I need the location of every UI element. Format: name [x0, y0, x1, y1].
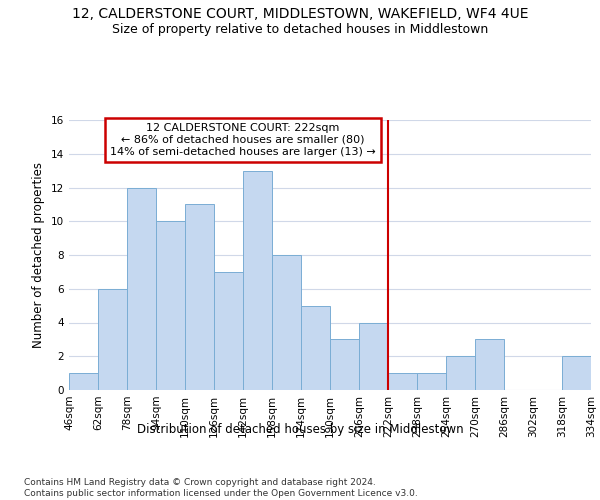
Text: Size of property relative to detached houses in Middlestown: Size of property relative to detached ho… — [112, 24, 488, 36]
Text: 12 CALDERSTONE COURT: 222sqm
← 86% of detached houses are smaller (80)
14% of se: 12 CALDERSTONE COURT: 222sqm ← 86% of de… — [110, 124, 376, 156]
Bar — [388, 373, 417, 390]
Bar — [156, 221, 185, 390]
Bar — [330, 340, 359, 390]
Text: Distribution of detached houses by size in Middlestown: Distribution of detached houses by size … — [137, 422, 463, 436]
Bar — [272, 255, 301, 390]
Bar — [243, 170, 272, 390]
Bar — [98, 289, 127, 390]
Bar — [359, 322, 388, 390]
Text: 12, CALDERSTONE COURT, MIDDLESTOWN, WAKEFIELD, WF4 4UE: 12, CALDERSTONE COURT, MIDDLESTOWN, WAKE… — [72, 8, 528, 22]
Y-axis label: Number of detached properties: Number of detached properties — [32, 162, 46, 348]
Bar — [417, 373, 446, 390]
Bar — [562, 356, 591, 390]
Bar — [214, 272, 243, 390]
Bar — [301, 306, 330, 390]
Bar — [69, 373, 98, 390]
Bar — [446, 356, 475, 390]
Bar — [475, 340, 504, 390]
Text: Contains HM Land Registry data © Crown copyright and database right 2024.
Contai: Contains HM Land Registry data © Crown c… — [24, 478, 418, 498]
Bar — [127, 188, 156, 390]
Bar — [185, 204, 214, 390]
